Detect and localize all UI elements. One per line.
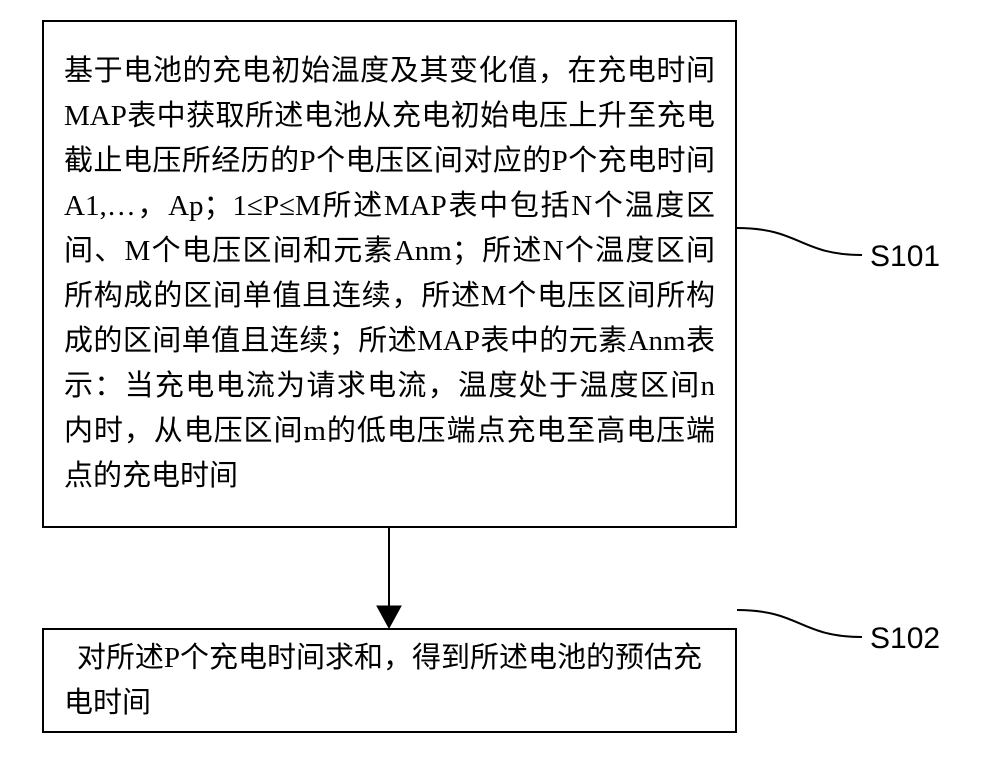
connectors-layer [0,0,1000,771]
leader-curve-s101 [737,228,862,255]
flowchart-canvas: 基于电池的充电初始温度及其变化值，在充电时间MAP表中获取所述电池从充电初始电压… [0,0,1000,771]
leader-curve-s102 [737,610,862,637]
arrow-down-head-icon [377,606,401,628]
